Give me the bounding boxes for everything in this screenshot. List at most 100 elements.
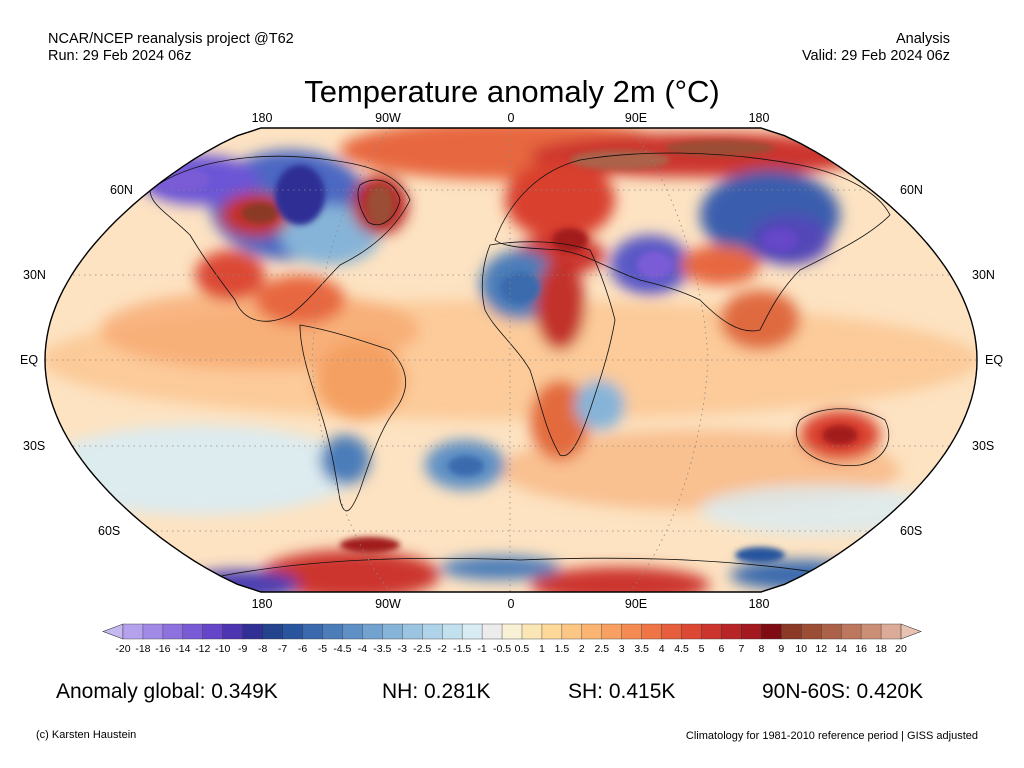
colorbar-tick-label: 14	[835, 643, 847, 655]
colorbar-cell	[501, 623, 523, 640]
colorbar-cell	[761, 623, 782, 640]
source-label: NCAR/NCEP reanalysis project @T62	[48, 31, 294, 47]
colorbar-cell	[182, 623, 204, 640]
colorbar-cell	[282, 623, 304, 640]
colorbar-tick-label: -8	[258, 643, 267, 655]
colorbar-tick-label: -6	[298, 643, 307, 655]
colorbar-cell	[441, 623, 463, 640]
colorbar-tick-label: 12	[815, 643, 827, 655]
colorbar-cell	[382, 623, 403, 640]
colorbar-cell	[541, 623, 563, 640]
colorbar-cell	[721, 623, 742, 640]
colorbar-tick-label: 9	[778, 643, 784, 655]
colorbar-tick-label: -10	[215, 643, 230, 655]
reference-note: Climatology for 1981-2010 reference peri…	[685, 730, 978, 742]
lat-label-left-60s: 60S	[98, 524, 121, 538]
colorbar-tick-label: 6	[719, 643, 725, 655]
lon-label-bottom-90e: 90E	[624, 597, 648, 611]
colorbar-cell	[322, 623, 343, 640]
colorbar-tick-label: -12	[195, 643, 210, 655]
lon-label-top-90w: 90W	[375, 111, 401, 125]
colorbar-cell	[801, 623, 822, 640]
colorbar-cell	[302, 623, 323, 640]
stat-arctic: 90N-60S: 0.420K	[762, 680, 924, 703]
colorbar-tick-label: 5	[699, 643, 705, 655]
colorbar-tick-label: -3.5	[373, 643, 391, 655]
colorbar-cell	[461, 623, 483, 640]
colorbar-cell	[222, 623, 244, 640]
anomaly-blobs-detail	[150, 140, 858, 563]
lat-label-right-eq: EQ	[985, 353, 1004, 367]
colorbar-cell	[781, 623, 802, 640]
stat-global: Anomaly global: 0.349K	[56, 680, 278, 703]
colorbar-cell	[840, 623, 862, 640]
colorbar-cell	[202, 623, 224, 640]
map-title: Temperature anomaly 2m (°C)	[304, 74, 720, 109]
coastlines	[149, 152, 891, 586]
colorbar-tick-label: -16	[155, 643, 170, 655]
colorbar-tick-label: 16	[855, 643, 867, 655]
colorbar-min-extension	[102, 623, 124, 640]
lat-label-right-60n: 60N	[900, 183, 923, 197]
lat-label-right-60s: 60S	[900, 524, 923, 538]
anomaly-field	[45, 128, 977, 592]
colorbar-cell	[821, 623, 842, 640]
colorbar-cell	[741, 623, 762, 640]
colorbar-cell	[362, 623, 383, 640]
run-label: Run: 29 Feb 2024 06z	[48, 48, 192, 64]
colorbar-cell	[122, 623, 144, 640]
colorbar-cell	[561, 623, 583, 640]
colorbar-tick-label: 3	[619, 643, 625, 655]
colorbar-cell	[581, 623, 603, 640]
colorbar-cell	[142, 623, 164, 640]
colorbar-cell	[661, 623, 683, 640]
colorbar-tick-label: -20	[115, 643, 130, 655]
colorbar-tick-label: -2	[438, 643, 447, 655]
colorbar-tick-label: 2.5	[594, 643, 609, 655]
lon-label-top-180w: 180	[251, 111, 273, 125]
lon-label-bottom-0: 0	[507, 597, 515, 611]
colorbar-tick-label: -4	[358, 643, 367, 655]
colorbar-tick-label: 2	[579, 643, 585, 655]
lat-label-left-60n: 60N	[110, 183, 133, 197]
colorbar-tick-label: -9	[238, 643, 247, 655]
colorbar-tick-label: 8	[758, 643, 764, 655]
lon-label-top-90e: 90E	[624, 111, 648, 125]
colorbar-tick-label: 0.5	[515, 643, 530, 655]
colorbar-tick-label: -14	[175, 643, 190, 655]
colorbar-tick-label: -1	[477, 643, 486, 655]
lon-label-bottom-180e: 180	[748, 597, 770, 611]
colorbar-cell	[342, 623, 363, 640]
colorbar-tick-label: -4.5	[333, 643, 351, 655]
colorbar-tick-label: 3.5	[634, 643, 649, 655]
colorbar-tick-label: -2.5	[413, 643, 431, 655]
lon-label-top-0: 0	[507, 111, 515, 125]
lat-label-right-30n: 30N	[972, 268, 995, 282]
colorbar-tick-label: 7	[738, 643, 744, 655]
lat-label-left-30s: 30S	[23, 439, 46, 453]
colorbar-cell	[621, 623, 643, 640]
colorbar-tick-label: -1.5	[453, 643, 471, 655]
colorbar-cell	[521, 623, 543, 640]
colorbar-cell	[402, 623, 423, 640]
colorbar-cell	[262, 623, 284, 640]
graticule	[45, 128, 977, 592]
colorbar-cell	[242, 623, 264, 640]
colorbar-tick-label: -18	[135, 643, 150, 655]
lat-label-right-30s: 30S	[972, 439, 995, 453]
lat-label-left-30n: 30N	[23, 268, 46, 282]
colorbar-tick-label: 18	[875, 643, 887, 655]
lon-label-top-180e: 180	[748, 111, 770, 125]
valid-label: Valid: 29 Feb 2024 06z	[801, 48, 950, 64]
colorbar-tick-label: 1.5	[555, 643, 570, 655]
colorbar-tick-label: -3	[398, 643, 407, 655]
stat-sh: SH: 0.415K	[568, 680, 676, 703]
colorbar-tick-label: -7	[278, 643, 287, 655]
colorbar-cell	[162, 623, 184, 640]
colorbar-cell	[481, 623, 503, 640]
colorbar-cell	[880, 623, 902, 640]
colorbar-tick-label: 20	[895, 643, 907, 655]
colorbar-cell	[681, 623, 703, 640]
